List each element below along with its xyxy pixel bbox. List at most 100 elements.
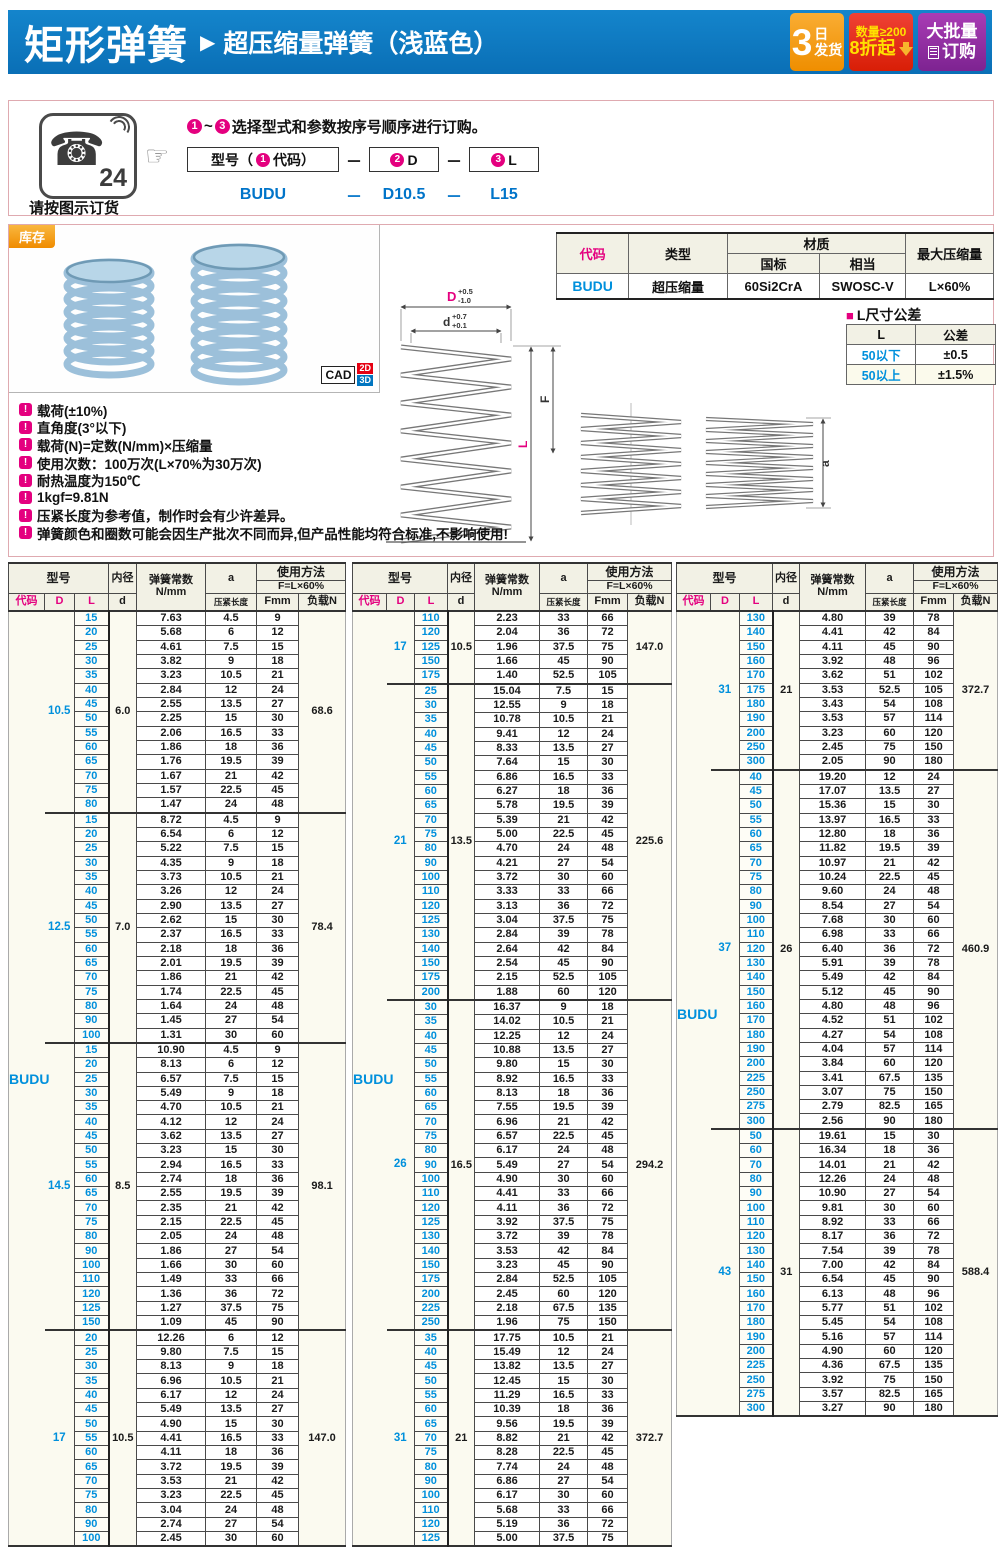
page-subtitle: 超压缩量弹簧（浅蓝色）: [223, 30, 499, 58]
spec-row: 125 1.27 37.5 75: [9, 1300, 346, 1317]
press-length-cell: 18: [865, 826, 915, 843]
spec-row: 40 9.41 12 24: [353, 726, 672, 742]
free-length-cell: 100: [413, 869, 449, 886]
deflection-cell: 66: [587, 610, 629, 627]
spec-row: 25 4.61 7.5 15: [9, 639, 346, 655]
tol-range-2: 50以上: [845, 364, 917, 385]
deflection-cell: 108: [913, 1315, 955, 1331]
spring-constant-cell: 5.22: [136, 841, 207, 857]
spring-constant-cell: 3.62: [799, 668, 867, 684]
free-length-cell: 130: [413, 1229, 449, 1245]
deflection-cell: 54: [913, 1186, 955, 1202]
press-length-cell: 21: [205, 970, 258, 986]
note-text: 使用次数：100万次(L×70%为30万次): [37, 456, 262, 472]
press-length-cell: 22.5: [539, 1128, 589, 1145]
phone-caption: 请按图示订货: [29, 200, 120, 217]
spec-row: 55 13.97 16.5 33: [677, 812, 998, 828]
deflection-cell: 27: [587, 740, 629, 757]
spec-row: 75 10.24 22.5 45: [677, 869, 998, 886]
free-length-cell: 60: [413, 1402, 449, 1418]
deflection-cell: 105: [587, 1272, 629, 1288]
press-length-cell: 18: [865, 1143, 915, 1159]
note-item: ! 1kgf=9.81N: [19, 489, 508, 507]
deflection-cell: 66: [913, 1214, 955, 1231]
spec-row: 75 1.57 22.5 45: [9, 782, 346, 799]
deflection-cell: 75: [587, 912, 629, 929]
press-length-cell: 6: [205, 1057, 258, 1073]
box1-pre: 型号（: [211, 151, 253, 168]
deflection-cell: 75: [587, 1531, 629, 1547]
spec-row: 80 4.70 24 48: [353, 841, 672, 857]
spring-constant-cell: 1.36: [136, 1286, 207, 1302]
hdr-press-length: 压紧长度: [865, 593, 915, 612]
spec-row: 170 3.62 51 102: [677, 668, 998, 684]
spring-constant-cell: 2.79: [799, 1099, 867, 1115]
spec-row: 60 2.18 18 36: [9, 941, 346, 957]
free-length-cell: 100: [413, 1488, 449, 1504]
spring-constant-cell: 4.90: [799, 1343, 867, 1360]
spec-row: 43 50 31 19.61 15 30 588.4: [677, 1127, 998, 1417]
free-length-cell: 60: [738, 1143, 774, 1159]
press-length-cell: 36: [539, 1516, 589, 1533]
deflection-cell: 165: [913, 1099, 955, 1115]
press-length-cell: 16.5: [539, 769, 589, 785]
deflection-cell: 36: [256, 1445, 300, 1461]
spring-constant-cell: 4.41: [136, 1430, 207, 1447]
press-length-cell: 45: [865, 984, 915, 1000]
press-length-cell: 21: [539, 1114, 589, 1130]
deflection-cell: 135: [587, 1300, 629, 1317]
spring-constant-cell: 11.82: [799, 841, 867, 857]
material-hdr-gb: 国标: [726, 253, 821, 274]
deflection-cell: 9: [256, 1041, 300, 1059]
spring-constant-cell: 4.36: [799, 1358, 867, 1374]
press-length-cell: 10.5: [205, 668, 258, 684]
cad-2d-label: 2D: [357, 363, 373, 374]
deflection-cell: 105: [587, 970, 629, 986]
dim-d-tol-lower: +0.1: [452, 321, 467, 330]
press-length-cell: 57: [865, 1329, 915, 1345]
free-length-cell: 170: [738, 1013, 774, 1029]
outer-diameter-cell: 14.5: [44, 1041, 75, 1331]
deflection-cell: 90: [587, 1257, 629, 1274]
press-length-cell: 15: [539, 1057, 589, 1073]
spec-row: 160 4.80 48 96: [677, 998, 998, 1015]
deflection-cell: 66: [256, 1272, 300, 1288]
spec-row: 30 4.35 9 18: [9, 855, 346, 871]
outer-diameter-cell: 17: [386, 610, 415, 684]
spec-row: 275 3.57 82.5 165: [677, 1386, 998, 1403]
spring-constant-cell: 2.54: [474, 955, 541, 972]
spec-row: 90 5.49 27 54: [353, 1157, 672, 1173]
deflection-cell: 48: [587, 841, 629, 857]
deflection-cell: 36: [587, 1402, 629, 1418]
deflection-cell: 15: [256, 1344, 300, 1361]
hdr-usage: 使用方法: [256, 562, 347, 581]
inner-diameter-cell: 21: [447, 1329, 475, 1547]
free-length-cell: 175: [413, 970, 449, 986]
spec-row: 80 12.26 24 48: [677, 1171, 998, 1188]
press-length-cell: 36: [539, 898, 589, 914]
spec-row: 60 6.27 18 36: [353, 783, 672, 800]
deflection-cell: 84: [913, 625, 955, 641]
spring-constant-cell: 2.18: [136, 941, 207, 957]
spring-constant-cell: 8.92: [474, 1071, 541, 1087]
deflection-cell: 54: [256, 1013, 300, 1029]
spring-constant-cell: 12.26: [136, 1329, 207, 1346]
free-length-cell: 55: [738, 812, 774, 828]
spec-row: 40 15.49 12 24: [353, 1344, 672, 1361]
free-length-cell: 65: [73, 1186, 110, 1202]
deflection-cell: 75: [587, 1214, 629, 1231]
dash: －: [445, 189, 462, 206]
press-length-cell: 36: [865, 941, 915, 957]
press-length-cell: 37.5: [539, 912, 589, 929]
spring-constant-cell: 4.80: [799, 998, 867, 1015]
spec-row: 75 3.23 22.5 45: [9, 1488, 346, 1504]
deflection-cell: 12: [256, 625, 300, 641]
spring-constant-cell: 5.68: [136, 625, 207, 641]
spring-constant-cell: 6.13: [799, 1286, 867, 1302]
spring-constant-cell: 12.25: [474, 1028, 541, 1044]
spec-row: 55 4.41 16.5 33: [9, 1430, 346, 1447]
free-length-cell: 170: [738, 1300, 774, 1317]
deflection-cell: 72: [587, 625, 629, 641]
free-length-cell: 130: [738, 610, 774, 627]
spring-constant-cell: 4.11: [136, 1445, 207, 1461]
